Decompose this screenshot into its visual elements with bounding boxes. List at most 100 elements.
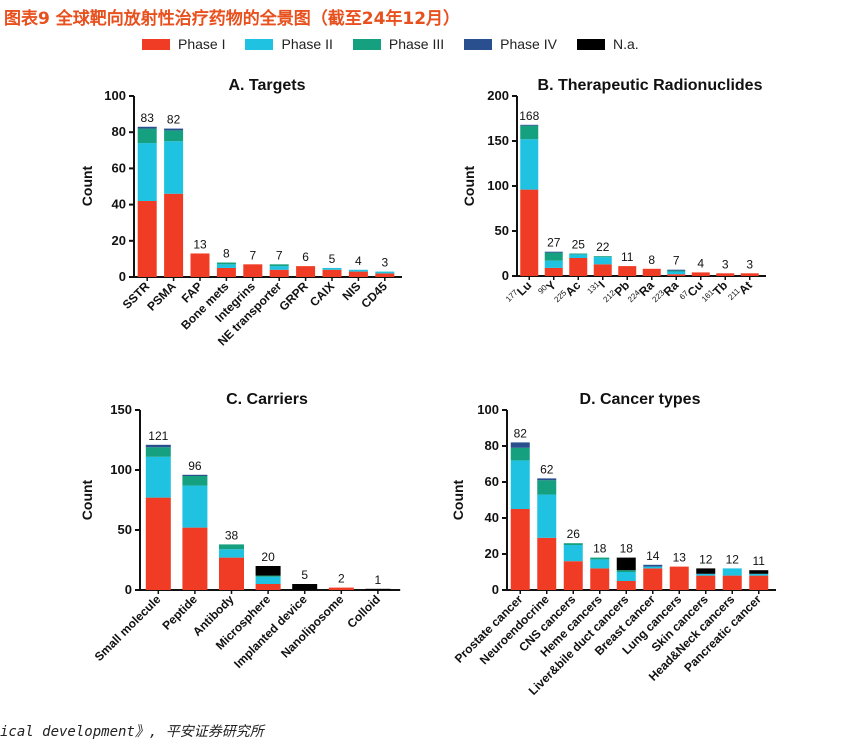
bar-segment-lung-cancers-phase-i — [669, 566, 689, 590]
bar-segment-ne-transporter-phase-iii — [269, 264, 289, 267]
bar-segment-small-molecule-phase-i — [145, 497, 171, 590]
bar-segment-sstr-phase-ii — [137, 143, 157, 201]
bar-segment-prostate-cancer-phase-iv — [510, 442, 530, 448]
bar-segment-cns-cancers-phase-iii — [563, 543, 583, 545]
bar-segment-y-phase-iv — [544, 251, 563, 253]
y-tick-label: 40 — [485, 510, 499, 525]
data-label-antibody: 38 — [225, 528, 239, 542]
figure-title: 图表9 全球靶向放射性治疗药物的全景图（截至24年12月） — [4, 9, 461, 29]
y-tick-label: 100 — [110, 462, 132, 477]
bar-segment-neuroendocrine-phase-iii — [537, 480, 557, 495]
chart-title: D. Cancer types — [580, 391, 701, 408]
y-axis-label: Count — [461, 165, 477, 206]
y-tick-label: 60 — [112, 160, 126, 175]
data-label-tb: 3 — [722, 257, 729, 271]
bar-segment-nis-phase-ii — [348, 269, 368, 272]
legend-item-na: N.a. — [576, 36, 639, 52]
bar-segment-microsphere-n-a — [255, 566, 281, 576]
data-label-psma: 82 — [167, 113, 181, 127]
legend-item-phase-2: Phase II — [245, 36, 333, 52]
bar-segment-lu-phase-i — [520, 189, 539, 276]
bar-segment-ra-phase-iii — [667, 270, 686, 272]
data-label-neuroendocrine: 62 — [540, 462, 554, 476]
data-label-grpr: 6 — [302, 250, 309, 264]
bar-segment-cd45-phase-ii — [375, 271, 395, 274]
legend-swatch-phase-3 — [352, 38, 381, 50]
bar-segment-nanoliposome-phase-i — [328, 587, 354, 590]
data-label-pb: 11 — [621, 250, 634, 264]
bar-segment-breast-cancer-phase-ii — [643, 566, 663, 569]
bar-segment-peptide-phase-i — [182, 527, 208, 590]
bar-segment-ra-phase-ii — [667, 271, 686, 275]
bar-segment-lu-phase-iii — [520, 125, 539, 140]
bar-segment-neuroendocrine-phase-i — [537, 537, 557, 590]
y-tick-label: 100 — [487, 178, 509, 193]
x-tick-label-ac: 225Ac — [552, 277, 583, 308]
legend-swatch-phase-4 — [464, 38, 493, 50]
bar-segment-heme-cancers-phase-i — [590, 568, 610, 590]
data-label-i: 22 — [596, 240, 610, 254]
bar-segment-prostate-cancer-phase-iii — [510, 447, 530, 461]
legend-item-phase-4: Phase IV — [464, 36, 557, 52]
bar-segment-neuroendocrine-phase-iv — [537, 478, 557, 481]
x-tick-label-psma: PSMA — [144, 279, 179, 314]
data-label-ra: 8 — [648, 253, 655, 267]
bar-segment-head-and-neck-cancers-phase-ii — [722, 568, 742, 576]
y-tick-label: 0 — [492, 582, 499, 597]
data-label-heme-cancers: 18 — [593, 542, 607, 556]
bar-segment-microsphere-phase-i — [255, 584, 281, 590]
data-label-head-and-neck-cancers: 12 — [726, 552, 740, 566]
bar-segment-psma-phase-ii — [164, 141, 184, 194]
bar-segment-ra-phase-iv — [667, 269, 686, 271]
x-tick-label-colloid: Colloid — [344, 592, 383, 631]
y-tick-label: 200 — [487, 88, 509, 103]
bar-segment-lu-phase-iv — [520, 124, 539, 126]
y-axis-label: Count — [79, 165, 95, 206]
bar-segment-pancreatic-cancer-n-a — [749, 570, 769, 574]
bar-segment-skin-cancers-n-a — [696, 568, 716, 574]
data-label-y: 27 — [547, 236, 561, 250]
source-note: ical development》, 平安证券研究所 — [0, 724, 264, 740]
y-tick-label: 0 — [125, 582, 132, 597]
data-label-fap: 13 — [193, 237, 207, 251]
chart-panel-a: A. TargetsCount02040608010083SSTR82PSMA1… — [79, 77, 402, 349]
data-label-cd45: 3 — [381, 256, 388, 270]
bar-segment-psma-phase-iv — [164, 128, 184, 131]
data-label-implanted-device: 5 — [301, 568, 308, 582]
x-tick-label-caix: CAIX — [307, 279, 337, 309]
bar-segment-microsphere-phase-iii — [255, 575, 281, 577]
legend-label-phase-4: Phase IV — [500, 36, 557, 52]
y-tick-label: 80 — [112, 124, 126, 139]
bar-segment-liver-and-bile-duct-cancers-phase-i — [616, 581, 636, 590]
data-label-at: 3 — [746, 257, 753, 271]
bar-segment-caix-phase-ii — [322, 267, 342, 270]
y-tick-label: 20 — [485, 546, 499, 561]
bar-segment-head-and-neck-cancers-phase-i — [722, 575, 742, 590]
bar-segment-y-phase-ii — [544, 260, 563, 268]
bar-segment-antibody-phase-iii — [219, 544, 244, 550]
y-tick-label: 0 — [502, 268, 509, 283]
y-tick-label: 40 — [112, 197, 126, 212]
bar-segment-psma-phase-i — [164, 193, 184, 277]
bar-segment-skin-cancers-phase-ii — [696, 573, 716, 576]
bar-segment-ra-phase-i — [667, 274, 686, 276]
data-label-integrins: 7 — [249, 248, 256, 262]
bar-segment-peptide-phase-iii — [182, 476, 208, 486]
bar-segment-implanted-device-n-a — [292, 584, 318, 590]
x-tick-label-ra: 224Ra — [626, 277, 657, 308]
chart-panel-d: D. Cancer typesCount02040608010082Prosta… — [450, 391, 776, 698]
bar-segment-skin-cancers-phase-i — [696, 575, 716, 590]
legend-item-phase-3: Phase III — [352, 36, 445, 52]
x-tick-label-small-molecule: Small molecule — [92, 592, 164, 664]
bar-segment-ac-phase-iii — [569, 253, 588, 255]
x-tick-label-cu: 67Cu — [678, 278, 706, 306]
bar-segment-breast-cancer-phase-iv — [643, 564, 663, 567]
legend-swatch-na — [576, 38, 605, 50]
legend-label-phase-3: Phase III — [388, 36, 445, 52]
bar-segment-y-phase-i — [544, 267, 563, 276]
data-label-liver-and-bile-duct-cancers: 18 — [620, 542, 634, 556]
bar-segment-peptide-phase-iv — [182, 474, 208, 476]
data-label-cns-cancers: 26 — [567, 527, 581, 541]
bar-segment-prostate-cancer-phase-ii — [510, 460, 530, 509]
data-label-small-molecule: 121 — [148, 429, 168, 443]
